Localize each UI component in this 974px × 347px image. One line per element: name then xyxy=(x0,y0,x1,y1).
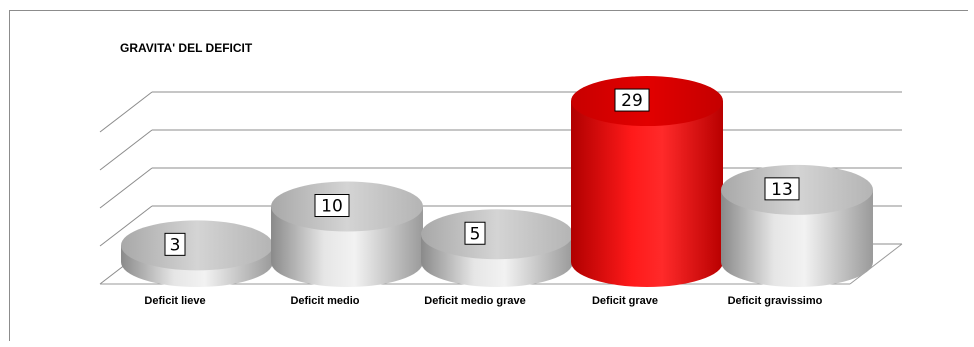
data-label-text: 3 xyxy=(170,235,181,255)
data-label-text: 29 xyxy=(621,91,643,111)
data-labels: 3 10 5 29 13 xyxy=(164,88,800,256)
data-label-text: 5 xyxy=(470,224,481,244)
data-label-text: 10 xyxy=(321,197,343,217)
x-tick-label: Deficit lieve xyxy=(144,295,205,307)
bar xyxy=(121,220,273,287)
gridline-side xyxy=(99,205,153,247)
bars xyxy=(121,76,873,287)
data-label: 3 xyxy=(164,232,186,256)
data-label: 13 xyxy=(764,177,800,201)
bar xyxy=(571,76,723,287)
gridline-side xyxy=(99,167,153,209)
x-tick-label: Deficit grave xyxy=(592,295,658,307)
data-label-box xyxy=(764,177,800,201)
bar-body xyxy=(721,189,873,287)
x-tick-label: Deficit medio grave xyxy=(424,295,525,307)
bar-top xyxy=(121,220,273,271)
data-label: 5 xyxy=(464,221,486,245)
data-label-box xyxy=(464,221,486,245)
x-tick-label: Deficit gravissimo xyxy=(728,295,823,307)
floor-right-edge xyxy=(849,243,903,285)
bar-top xyxy=(421,209,573,260)
data-label-box xyxy=(314,194,350,217)
gridline-side xyxy=(99,129,153,171)
x-tick-labels: Deficit lieve Deficit medio Deficit medio … xyxy=(144,295,822,307)
bar-body xyxy=(571,101,723,287)
data-label-box xyxy=(164,232,186,256)
data-label-box xyxy=(614,88,650,112)
gridline-side xyxy=(99,91,153,133)
data-label: 10 xyxy=(314,194,350,217)
data-label: 29 xyxy=(614,88,650,112)
data-label-text: 13 xyxy=(771,180,793,200)
bar xyxy=(421,209,573,287)
x-tick-label: Deficit medio xyxy=(290,295,359,307)
chart-title: GRAVITA' DEL DEFICIT xyxy=(120,41,253,55)
